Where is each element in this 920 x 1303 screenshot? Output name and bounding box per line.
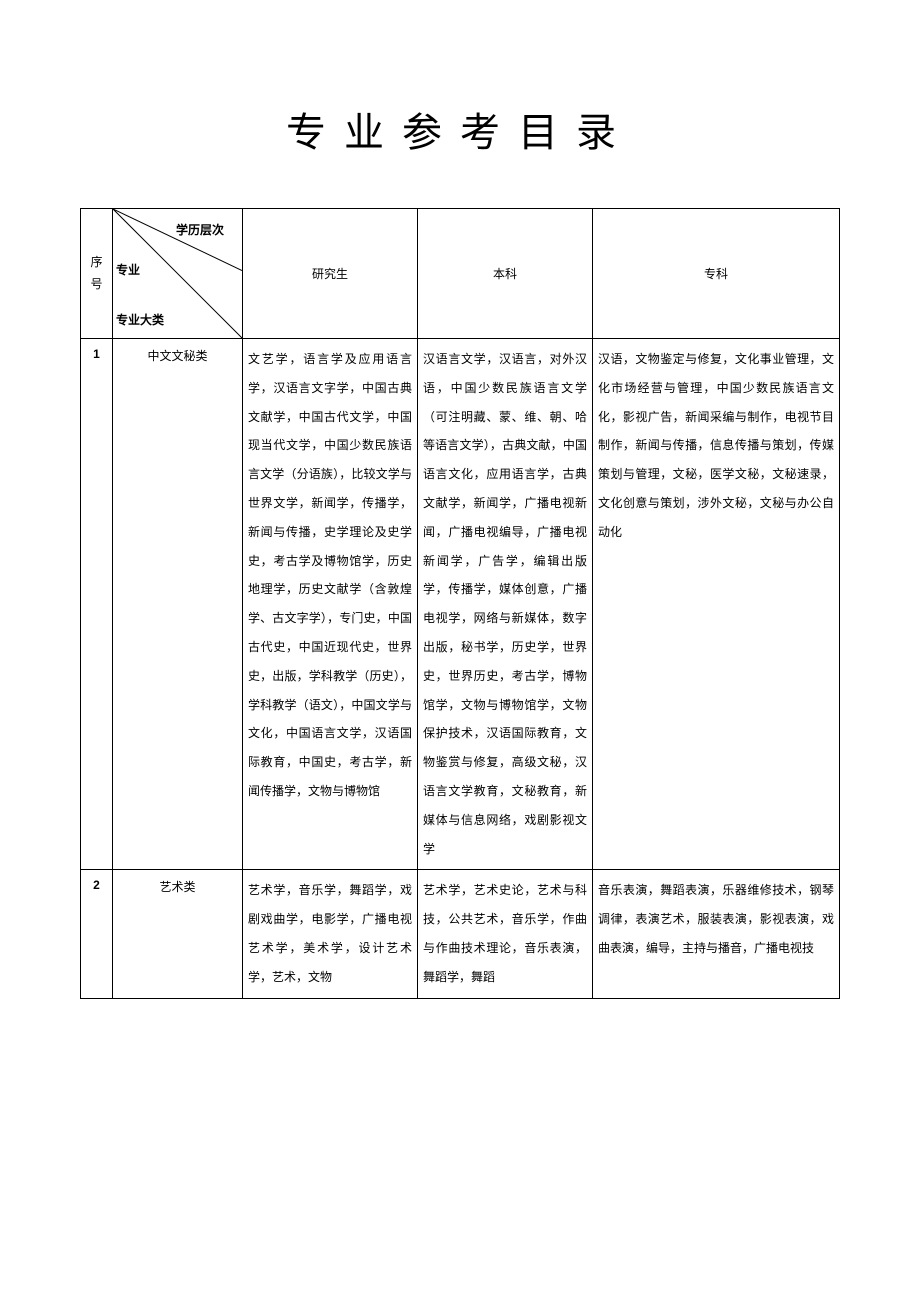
header-junior: 专科 xyxy=(593,209,840,339)
table-row: 1 中文文秘类 文艺学，语言学及应用语言学，汉语言文字学，中国古典文献学，中国古… xyxy=(81,339,840,870)
row-category: 艺术类 xyxy=(113,870,243,998)
row-junior: 汉语，文物鉴定与修复，文化事业管理，文化市场经营与管理，中国少数民族语言文化，影… xyxy=(593,339,840,870)
table-header-row: 序号 学历层次 专业 专业大类 研究生 本科 专科 xyxy=(81,209,840,339)
header-graduate: 研究生 xyxy=(243,209,418,339)
row-graduate: 文艺学，语言学及应用语言学，汉语言文字学，中国古典文献学，中国古代文学，中国现当… xyxy=(243,339,418,870)
page-title: 专业参考目录 xyxy=(80,100,840,158)
row-undergraduate: 汉语言文学，汉语言，对外汉语，中国少数民族语言文学（可注明藏、蒙、维、朝、哈等语… xyxy=(418,339,593,870)
table-row: 2 艺术类 艺术学，音乐学，舞蹈学，戏剧戏曲学，电影学，广播电视艺术学，美术学，… xyxy=(81,870,840,998)
header-seq-label: 序号 xyxy=(85,252,108,295)
row-graduate: 艺术学，音乐学，舞蹈学，戏剧戏曲学，电影学，广播电视艺术学，美术学，设计艺术学，… xyxy=(243,870,418,998)
row-num: 1 xyxy=(81,339,113,870)
header-seq: 序号 xyxy=(81,209,113,339)
diagonal-label-top: 学历层次 xyxy=(176,221,224,238)
row-undergraduate: 艺术学，艺术史论，艺术与科技，公共艺术，音乐学，作曲与作曲技术理论，音乐表演，舞… xyxy=(418,870,593,998)
header-diagonal: 学历层次 专业 专业大类 xyxy=(113,209,243,339)
row-num: 2 xyxy=(81,870,113,998)
diagonal-label-bot: 专业大类 xyxy=(116,311,164,328)
catalog-table: 序号 学历层次 专业 专业大类 研究生 本科 专科 1 中文文秘类 文艺学，语言… xyxy=(80,208,840,999)
row-junior: 音乐表演，舞蹈表演，乐器维修技术，钢琴调律，表演艺术，服装表演，影视表演，戏曲表… xyxy=(593,870,840,998)
header-undergraduate: 本科 xyxy=(418,209,593,339)
diagonal-label-mid: 专业 xyxy=(116,261,140,278)
row-category: 中文文秘类 xyxy=(113,339,243,870)
